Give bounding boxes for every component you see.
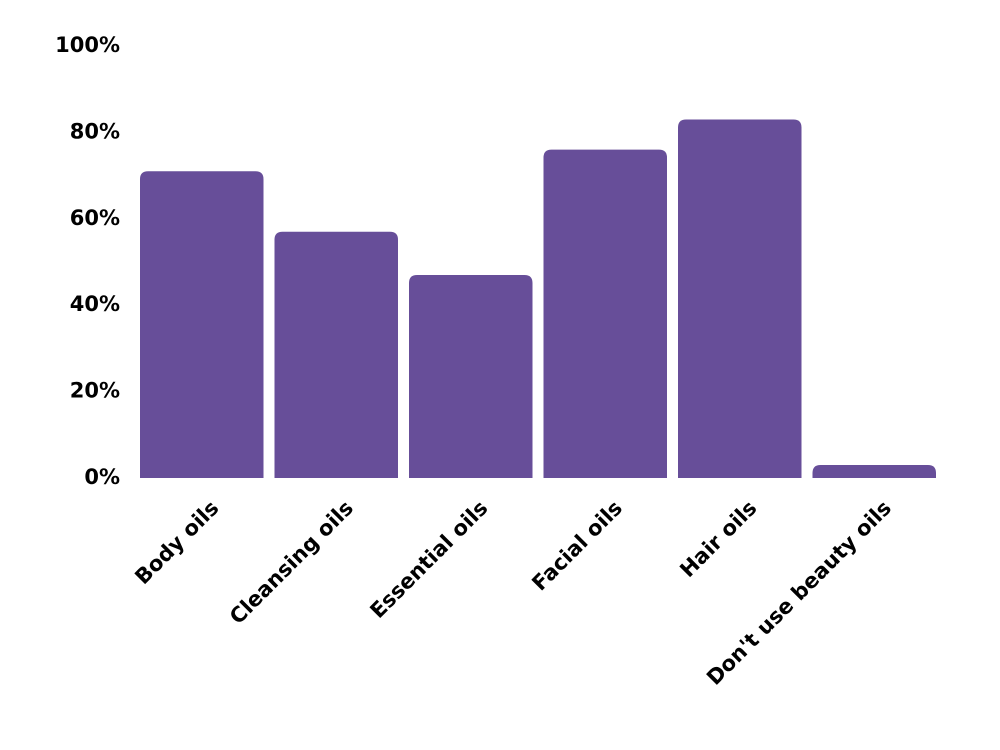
bar: [409, 274, 533, 478]
x-tick-label: Cleansing oils: [225, 496, 358, 629]
y-tick-label: 80%: [70, 119, 120, 143]
x-tick-label: Body oils: [130, 496, 223, 589]
bar: [274, 231, 398, 478]
bar: [140, 171, 264, 478]
bar: [543, 149, 667, 478]
y-tick-label: 20%: [70, 379, 120, 403]
x-tick-label: Essential oils: [365, 496, 492, 623]
x-tick-label: Facial oils: [527, 496, 627, 596]
y-tick-label: 40%: [70, 292, 120, 316]
y-tick-label: 60%: [70, 206, 120, 230]
bar: [812, 465, 936, 478]
x-tick-label: Hair oils: [675, 496, 761, 582]
y-tick-label: 0%: [84, 465, 120, 489]
y-tick-label: 100%: [55, 33, 120, 57]
bar: [678, 119, 802, 478]
